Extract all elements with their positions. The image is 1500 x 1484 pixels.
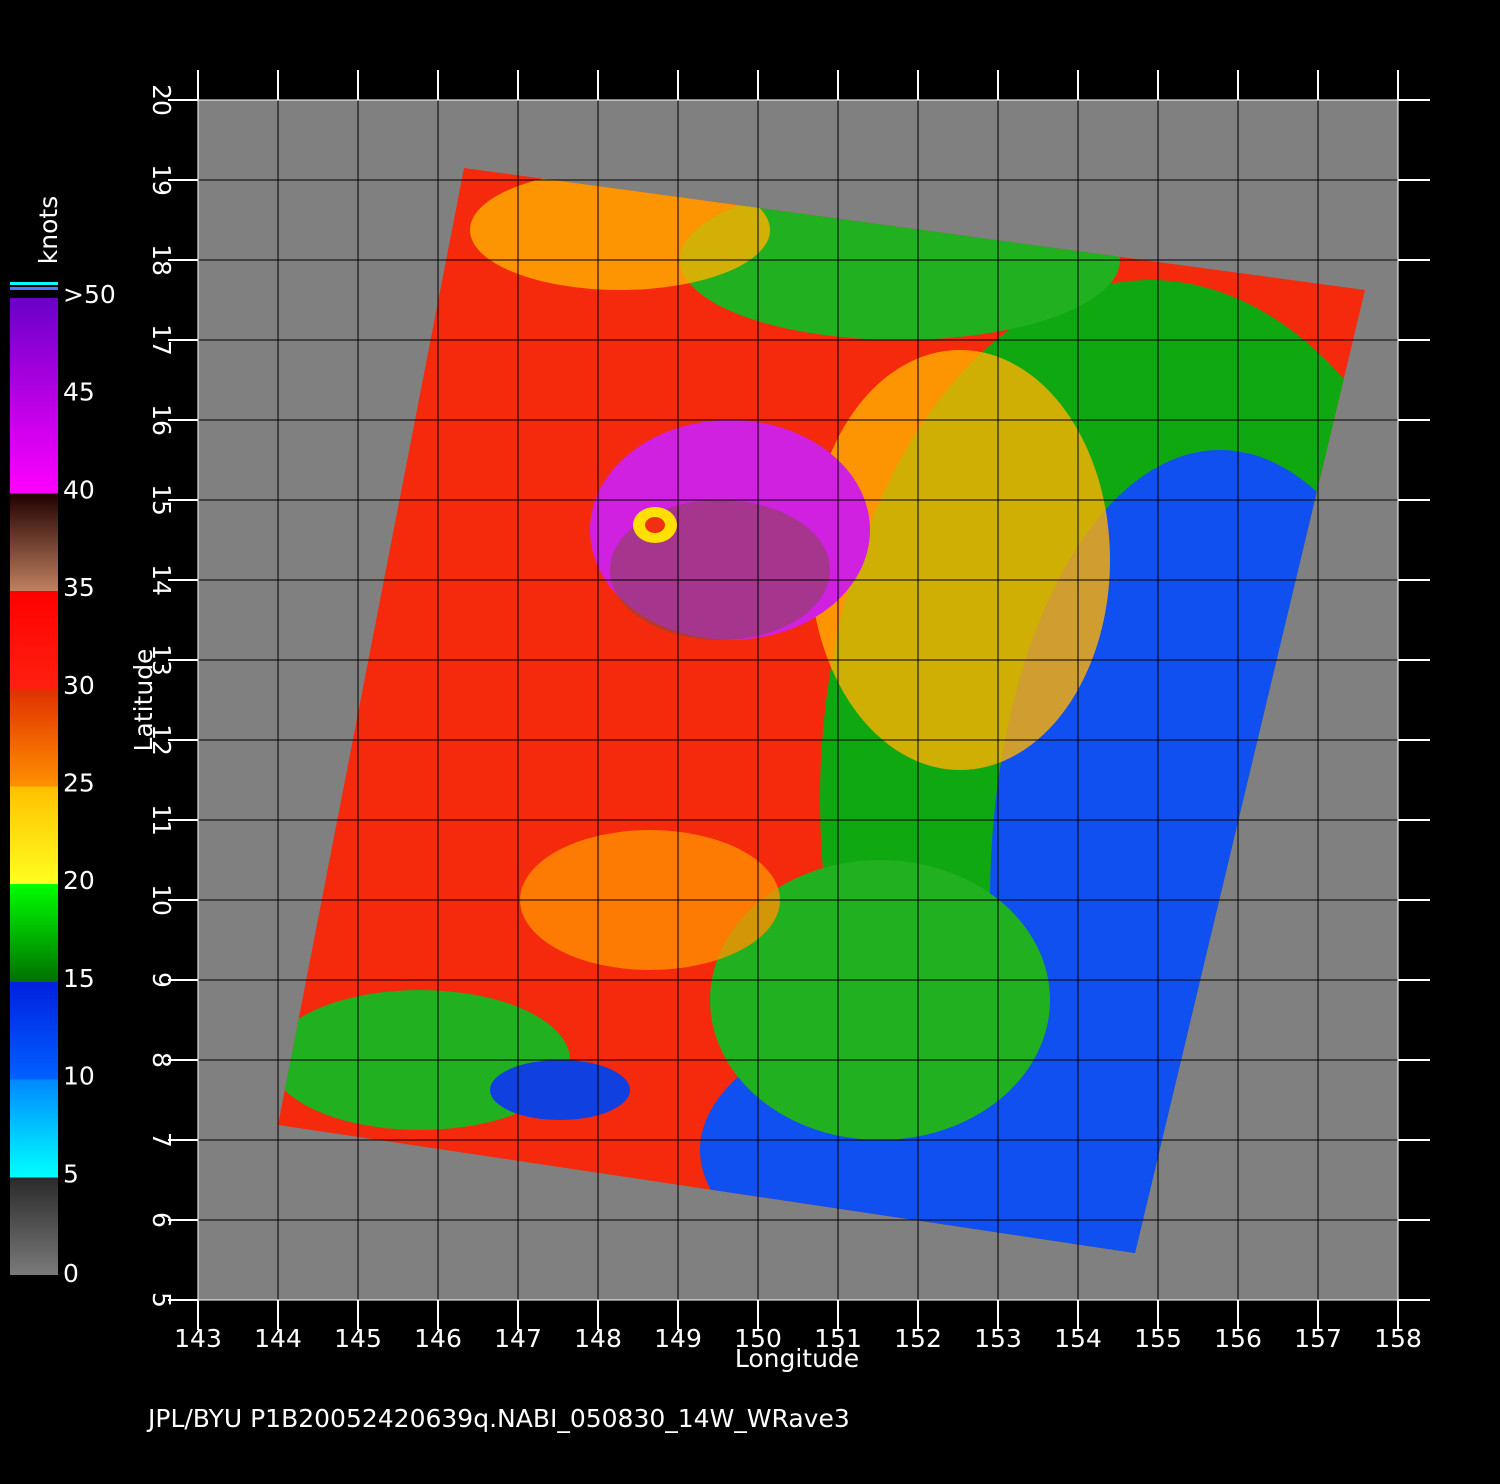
y-tick-label: 11 <box>147 804 176 836</box>
x-tick-label: 157 <box>1294 1324 1342 1353</box>
colorbar-tick-label: 25 <box>63 769 95 798</box>
y-tick-label: 10 <box>147 884 176 916</box>
y-tick-label: 8 <box>147 1052 176 1068</box>
y-tick-label: 15 <box>147 484 176 516</box>
colorbar-tick-label: 40 <box>63 475 95 504</box>
y-tick-label: 13 <box>147 644 176 676</box>
x-tick-label: 151 <box>814 1324 862 1353</box>
y-tick-label: 14 <box>147 564 176 596</box>
y-tick-label: 19 <box>147 164 176 196</box>
colorbar-tick-label: >50 <box>63 280 116 309</box>
colorbar <box>10 298 58 1275</box>
x-tick-label: 156 <box>1214 1324 1262 1353</box>
x-tick-label: 154 <box>1054 1324 1102 1353</box>
x-tick-label: 152 <box>894 1324 942 1353</box>
x-tick-label: 150 <box>734 1324 782 1353</box>
x-tick-label: 147 <box>494 1324 542 1353</box>
colorbar-cap <box>10 287 58 290</box>
x-tick-label: 148 <box>574 1324 622 1353</box>
colorbar-cap <box>10 282 58 285</box>
x-tick-label: 153 <box>974 1324 1022 1353</box>
y-tick-label: 7 <box>147 1132 176 1148</box>
y-tick-label: 12 <box>147 724 176 756</box>
y-tick-label: 9 <box>147 972 176 988</box>
x-tick-label: 143 <box>174 1324 222 1353</box>
plot-frame <box>197 99 1399 1301</box>
colorbar-tick-label: 30 <box>63 671 95 700</box>
colorbar-tick-label: 45 <box>63 378 95 407</box>
wind-swath <box>278 168 1365 1253</box>
y-tick-label: 17 <box>147 324 176 356</box>
y-axis-label: Latitude <box>129 649 158 752</box>
footer: JPL/BYU P1B20052420639q.NABI_050830_14W_… <box>146 1404 850 1433</box>
x-tick-label: 149 <box>654 1324 702 1353</box>
x-tick-label: 155 <box>1134 1324 1182 1353</box>
colorbar-tick-label: 15 <box>63 964 95 993</box>
colorbar-tick-label: 35 <box>63 573 95 602</box>
y-tick-label: 5 <box>147 1292 176 1308</box>
colorbar-tick-label: 5 <box>63 1159 79 1188</box>
x-tick-label: 146 <box>414 1324 462 1353</box>
colorbar-label: knots <box>34 196 63 264</box>
x-tick-label: 145 <box>334 1324 382 1353</box>
y-tick-label: 18 <box>147 244 176 276</box>
y-tick-label: 16 <box>147 404 176 436</box>
colorbar-tick-label: 0 <box>63 1259 79 1288</box>
y-tick-label: 20 <box>147 84 176 116</box>
colorbar-tick-label: 10 <box>63 1062 95 1091</box>
x-tick-label: 144 <box>254 1324 302 1353</box>
x-axis-label: Longitude <box>735 1344 859 1373</box>
colorbar-tick-label: 20 <box>63 866 95 895</box>
x-tick-label: 158 <box>1374 1324 1422 1353</box>
y-tick-label: 6 <box>147 1212 176 1228</box>
